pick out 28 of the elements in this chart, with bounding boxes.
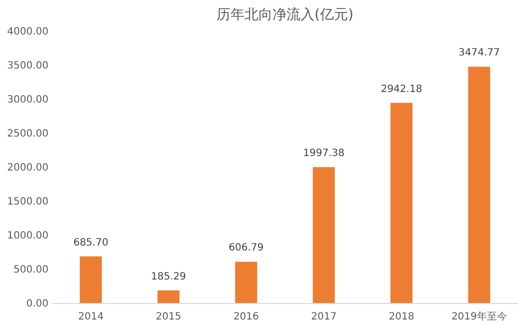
y-tick-label: 0.00 <box>26 298 48 310</box>
bar <box>158 290 180 303</box>
data-label: 185.29 <box>151 271 186 282</box>
y-tick-label: 1000.00 <box>7 230 48 242</box>
data-label: 3474.77 <box>458 48 500 59</box>
x-tick-label: 2016 <box>233 312 259 322</box>
x-tick-label: 2017 <box>311 312 337 322</box>
y-tick-label: 1500.00 <box>7 196 48 208</box>
x-tick-label: 2014 <box>78 312 104 322</box>
y-tick-label: 2500.00 <box>7 128 48 140</box>
chart-title: 历年北向净流入(亿元) <box>216 7 354 23</box>
x-tick-label: 2015 <box>156 312 182 322</box>
bar <box>312 167 335 303</box>
data-label: 2942.18 <box>380 84 422 95</box>
bar <box>468 66 490 303</box>
bar <box>390 102 412 303</box>
y-tick-label: 3500.00 <box>7 60 48 72</box>
data-label: 685.70 <box>73 237 108 248</box>
x-tick-label: 2018 <box>388 312 414 322</box>
x-tick-label: 2019年至今 <box>451 310 507 322</box>
y-tick-label: 4000.00 <box>7 26 48 38</box>
y-tick-label: 500.00 <box>14 264 48 276</box>
data-label: 1997.38 <box>303 148 345 160</box>
bar <box>235 262 258 303</box>
bar <box>80 256 102 303</box>
y-tick-label: 3000.00 <box>7 94 48 106</box>
data-label: 606.79 <box>228 242 264 254</box>
y-tick-label: 2000.00 <box>7 162 48 174</box>
